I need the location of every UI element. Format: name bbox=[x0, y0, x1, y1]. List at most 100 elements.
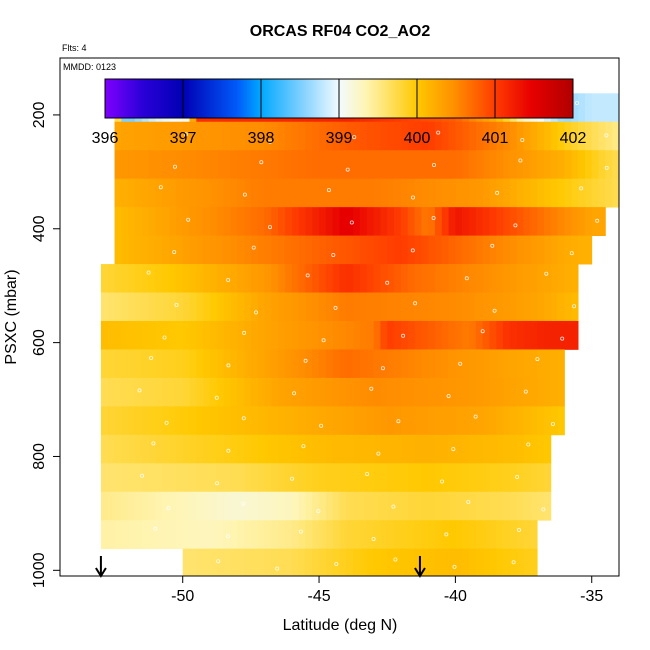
heatmap-cell bbox=[428, 292, 436, 322]
heatmap-cell bbox=[319, 235, 327, 265]
heatmap-cell bbox=[169, 264, 177, 293]
heatmap-cell bbox=[366, 235, 374, 265]
heatmap-cell bbox=[121, 264, 129, 293]
sample-points bbox=[137, 99, 609, 571]
heatmap-cell bbox=[462, 121, 470, 151]
heatmap-cell bbox=[325, 434, 334, 464]
heatmap-cell bbox=[496, 264, 504, 293]
heatmap-cell bbox=[387, 235, 395, 265]
heatmap-cell bbox=[387, 150, 395, 180]
heatmap-cell bbox=[421, 349, 429, 379]
heatmap-cell bbox=[271, 548, 279, 576]
heatmap-cell bbox=[148, 207, 156, 236]
heatmap-cell bbox=[550, 178, 559, 208]
sample-point bbox=[451, 447, 456, 452]
heatmap-cell bbox=[189, 150, 197, 180]
heatmap-cell bbox=[489, 207, 497, 236]
heatmap-cell bbox=[434, 320, 443, 350]
heatmap-cell bbox=[216, 178, 225, 208]
heatmap-cell bbox=[578, 178, 586, 208]
heatmap-cell bbox=[291, 434, 299, 464]
heatmap-cell bbox=[455, 548, 463, 576]
heatmap-cell bbox=[509, 320, 518, 350]
heatmap-cell bbox=[169, 150, 177, 180]
heatmap-cell bbox=[162, 207, 170, 236]
heatmap-cell bbox=[298, 548, 306, 576]
heatmap-cell bbox=[216, 491, 225, 521]
heatmap-cell bbox=[550, 150, 559, 180]
heatmap-cell bbox=[366, 292, 374, 322]
heatmap-cell bbox=[455, 463, 463, 493]
heatmap-cell bbox=[264, 150, 272, 180]
heatmap-cell bbox=[455, 406, 463, 436]
heatmap-cell bbox=[189, 520, 197, 550]
heatmap-cell bbox=[189, 292, 197, 322]
sample-point bbox=[579, 186, 584, 191]
heatmap-cell bbox=[380, 207, 388, 236]
heatmap-cell bbox=[305, 434, 313, 464]
heatmap-cell bbox=[489, 349, 497, 379]
heatmap-cell bbox=[469, 178, 477, 208]
heatmap-cell bbox=[175, 264, 184, 293]
heatmap-cell bbox=[312, 377, 320, 407]
heatmap-cell bbox=[305, 292, 313, 322]
heatmap-cell bbox=[523, 178, 531, 208]
heatmap-cell bbox=[353, 548, 361, 576]
heatmap-cell bbox=[455, 377, 463, 407]
heatmap-cell bbox=[530, 121, 538, 151]
heatmap-cell bbox=[434, 377, 443, 407]
heatmap-cell bbox=[107, 264, 115, 293]
heatmap-cell bbox=[312, 406, 320, 436]
heatmap-cell bbox=[141, 207, 150, 236]
heatmap-cell bbox=[325, 121, 334, 151]
heatmap-cell bbox=[257, 377, 265, 407]
heatmap-cell bbox=[271, 264, 279, 293]
heatmap-cell bbox=[475, 377, 484, 407]
heatmap-cell bbox=[400, 178, 409, 208]
heatmap-cell bbox=[359, 548, 368, 576]
heatmap-cell bbox=[278, 121, 286, 151]
heatmap-cell bbox=[557, 292, 565, 322]
heatmap-cell bbox=[319, 150, 327, 180]
sample-point bbox=[523, 389, 528, 394]
sample-point bbox=[319, 423, 324, 428]
heatmap-cell bbox=[387, 121, 395, 151]
heatmap-cell bbox=[380, 520, 388, 550]
sample-point bbox=[268, 139, 273, 144]
heatmap-cell bbox=[421, 178, 429, 208]
heatmap-cell bbox=[523, 235, 531, 265]
heatmap-cell bbox=[475, 434, 484, 464]
heatmap-cell bbox=[530, 406, 538, 436]
heatmap-cell bbox=[421, 121, 429, 151]
sample-point bbox=[391, 504, 396, 509]
heatmap-cell bbox=[544, 434, 552, 464]
heatmap-cell bbox=[591, 121, 599, 151]
sample-point bbox=[242, 330, 247, 335]
heatmap-cell bbox=[107, 491, 115, 521]
heatmap-cell bbox=[407, 150, 415, 180]
heatmap-cell bbox=[305, 548, 313, 576]
heatmap-cell bbox=[400, 292, 409, 322]
heatmap-cell bbox=[503, 264, 511, 293]
heatmap-cell bbox=[496, 377, 504, 407]
heatmap-cell bbox=[230, 434, 238, 464]
sample-point bbox=[226, 363, 231, 368]
heatmap-cell bbox=[332, 491, 340, 521]
heatmap-cell bbox=[489, 548, 497, 576]
heatmap-cell bbox=[155, 121, 163, 151]
heatmap-cell bbox=[237, 520, 245, 550]
sample-point bbox=[158, 185, 163, 190]
heatmap-cell bbox=[298, 264, 306, 293]
heatmap-cell bbox=[359, 207, 368, 236]
heatmap-cell bbox=[434, 150, 443, 180]
heatmap-cell bbox=[257, 178, 265, 208]
heatmap-cell bbox=[509, 349, 518, 379]
heatmap-cell bbox=[216, 121, 225, 151]
heatmap-cell bbox=[503, 320, 511, 350]
heatmap-cell bbox=[182, 150, 190, 180]
heatmap-cell bbox=[175, 349, 184, 379]
heatmap-cell bbox=[298, 207, 306, 236]
heatmap-cell bbox=[250, 548, 259, 576]
heatmap-cell bbox=[475, 207, 484, 236]
heatmap-cell bbox=[291, 463, 299, 493]
